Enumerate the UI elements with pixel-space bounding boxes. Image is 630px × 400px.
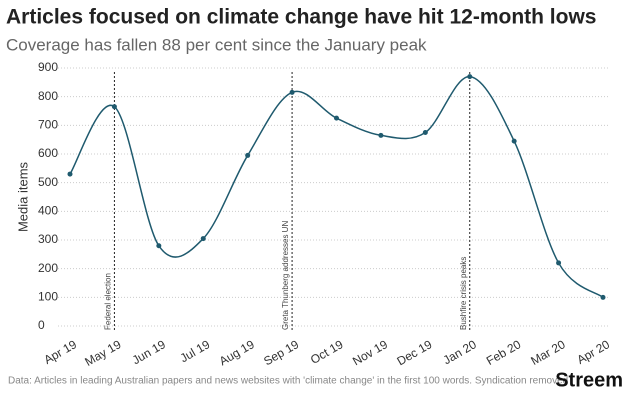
- annotation-label: Greta Thunberg addresses UN: [281, 221, 290, 330]
- y-tick-label: 400: [38, 204, 58, 218]
- point: [156, 243, 162, 249]
- point: [467, 74, 473, 80]
- point: [378, 132, 384, 138]
- x-tick-label: Oct 19: [308, 337, 346, 367]
- y-tick-label: 700: [38, 118, 58, 132]
- point: [422, 130, 428, 135]
- logo: Streem: [555, 369, 623, 391]
- point: [111, 104, 117, 110]
- chart-title: Articles focused on climate change have …: [6, 6, 596, 29]
- annotation-label: Federal election: [104, 273, 113, 330]
- x-tick-label: Feb 20: [484, 337, 524, 368]
- chart-subtitle: Coverage has fallen 88 per cent since th…: [6, 35, 427, 54]
- x-tick-label: Nov 19: [350, 337, 390, 368]
- x-tick-label: Apr 20: [574, 337, 612, 367]
- y-tick-label: 0: [38, 318, 45, 332]
- x-tick-label: Mar 20: [528, 337, 568, 368]
- point: [67, 171, 73, 177]
- y-axis-label: Media items: [15, 161, 30, 232]
- point: [334, 115, 339, 121]
- point: [511, 138, 517, 144]
- x-tick-label: Aug 19: [217, 337, 257, 368]
- y-tick-label: 800: [38, 89, 58, 103]
- y-tick-label: 900: [38, 60, 58, 74]
- x-tick-label: Dec 19: [394, 337, 434, 368]
- series-line: [69, 75, 604, 298]
- x-tick-label: Jun 19: [130, 337, 168, 367]
- y-tick-label: 100: [38, 290, 58, 304]
- x-tick-label: Jul 19: [178, 337, 213, 365]
- x-tick-label: Apr 19: [41, 337, 79, 367]
- y-tick-label: 200: [38, 261, 58, 275]
- y-tick-label: 300: [38, 232, 58, 246]
- source-note: Data: Articles in leading Australian pap…: [8, 376, 568, 387]
- y-tick-label: 500: [38, 175, 58, 189]
- y-tick-label: 600: [38, 146, 58, 160]
- point: [289, 89, 295, 95]
- x-tick-label: May 19: [82, 337, 123, 369]
- point: [600, 294, 606, 300]
- x-tick-label: Sep 19: [261, 337, 301, 368]
- annotation-label: Bushfire crisis peaks: [459, 257, 468, 330]
- x-tick-label: Jan 20: [441, 337, 479, 367]
- point: [245, 152, 251, 158]
- point: [556, 260, 562, 266]
- point: [200, 236, 206, 242]
